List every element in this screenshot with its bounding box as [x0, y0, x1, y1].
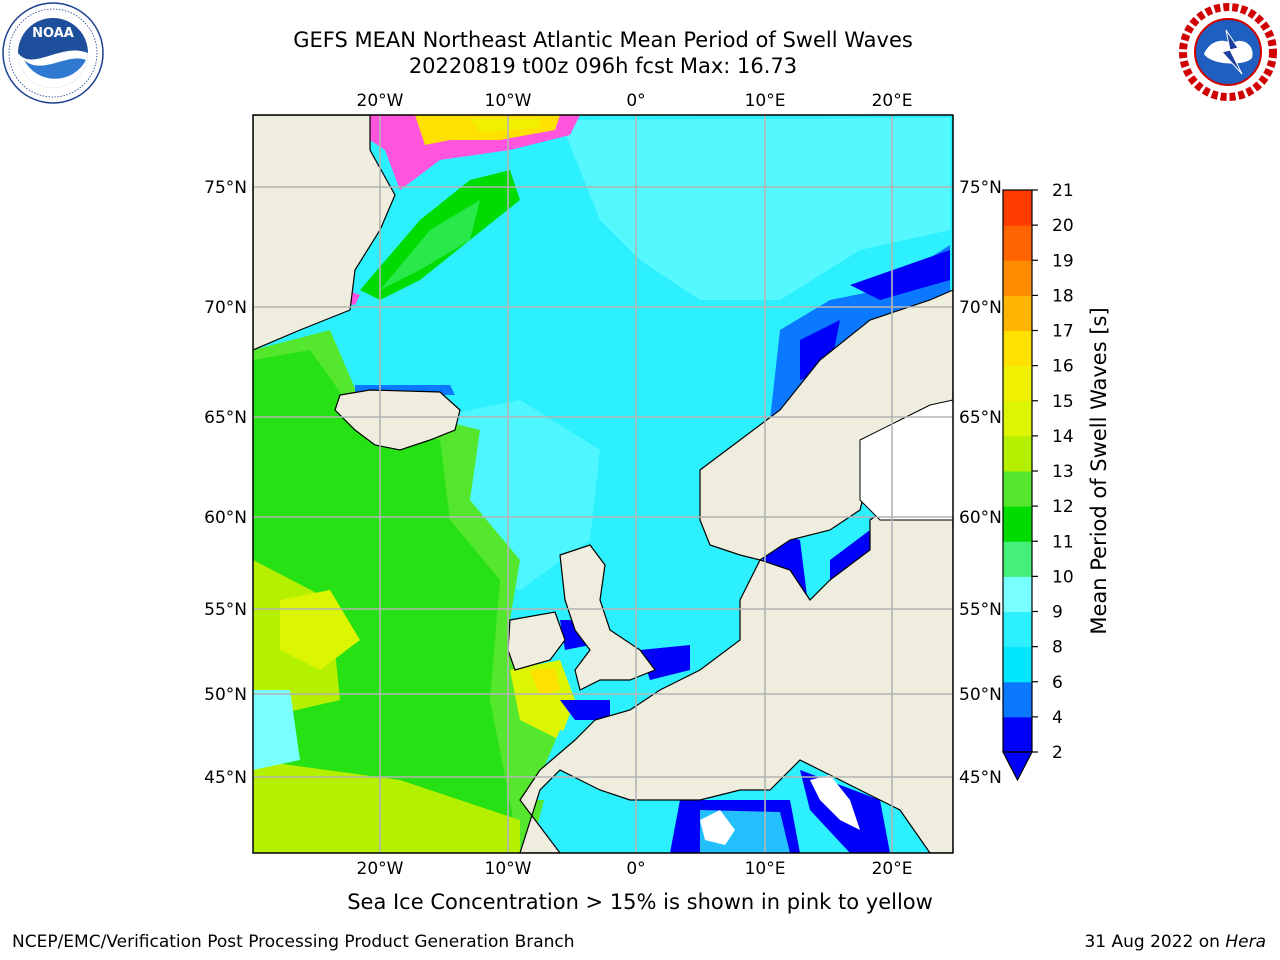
colorbar-bin-7 — [1003, 471, 1032, 507]
lon-label-bottom-2: 10°W — [485, 859, 532, 879]
lat-label-right-2: 70°N — [959, 298, 1002, 318]
sea-ice-note: Sea Ice Concentration > 15% is shown in … — [0, 890, 1280, 914]
footer-host: Hera — [1225, 932, 1266, 952]
lat-label-left-4: 60°N — [204, 508, 247, 528]
colorbar-ticks: 2 4 6 8 9 10 11 12 13 14 15 16 17 18 19 20 21 — [1032, 181, 1074, 763]
lon-label-bottom-1: 20°W — [357, 859, 404, 879]
footer-date: 31 Aug 2022 on Hera — [1084, 932, 1266, 952]
colorbar-tick-label-7: 12 — [1052, 497, 1074, 517]
colorbar-tick-label-4: 9 — [1052, 603, 1063, 623]
lat-label-right-5: 55°N — [959, 600, 1002, 620]
colorbar-tick-label-2: 6 — [1052, 673, 1063, 693]
colorbar-bin-11 — [1003, 330, 1032, 367]
colorbar-tick-label-10: 15 — [1052, 392, 1074, 412]
lon-label-bottom-4: 10°E — [745, 859, 786, 879]
forecast-subtitle: 20220819 t00z 096h fcst Max: 16.73 — [408, 54, 798, 78]
colorbar-tick-label-8: 13 — [1052, 462, 1074, 482]
lat-label-right-6: 50°N — [959, 685, 1002, 705]
colorbar-bin-8 — [1003, 435, 1032, 472]
colorbar-tick-label-11: 16 — [1052, 357, 1074, 377]
colorbar-bin-9 — [1003, 400, 1032, 437]
colorbar-tick-label-15: 20 — [1052, 216, 1074, 236]
chart-title: GEFS MEAN Northeast Atlantic Mean Period… — [293, 28, 913, 52]
lat-label-left-1: 75°N — [204, 178, 247, 198]
lat-label-right-1: 75°N — [959, 178, 1002, 198]
lat-label-right-7: 45°N — [959, 768, 1002, 788]
lat-label-left-6: 50°N — [204, 685, 247, 705]
lat-label-left-3: 65°N — [204, 408, 247, 428]
colorbar-bin-5 — [1003, 541, 1032, 577]
colorbar-bin-2 — [1003, 646, 1032, 683]
colorbar-bin-15 — [1003, 190, 1032, 226]
colorbar-tick-label-5: 10 — [1052, 567, 1074, 587]
colorbar — [1002, 189, 1033, 782]
colorbar-bin-13 — [1003, 260, 1032, 296]
map-field — [253, 115, 953, 853]
lat-label-right-4: 60°N — [959, 508, 1002, 528]
colorbar-tick-label-13: 18 — [1052, 286, 1074, 306]
colorbar-tick-label-3: 8 — [1052, 638, 1063, 658]
colorbar-label: Mean Period of Swell Waves [s] — [1087, 307, 1111, 634]
lat-label-right-3: 65°N — [959, 408, 1002, 428]
lon-label-bottom-5: 20°E — [872, 859, 913, 879]
colorbar-bin-10 — [1003, 365, 1032, 402]
colorbar-tick-label-14: 19 — [1052, 251, 1074, 271]
colorbar-bin-0 — [1003, 716, 1032, 753]
colorbar-tick-label-1: 4 — [1052, 708, 1063, 728]
lon-label-top-3: 0° — [626, 91, 645, 111]
sea-ice-note-text: Sea Ice Concentration > 15% is shown in … — [347, 890, 933, 914]
lon-label-top-1: 20°W — [357, 91, 404, 111]
colorbar-extend-triangle — [1002, 751, 1033, 782]
colorbar-bin-12 — [1003, 295, 1032, 331]
footer-credit: NCEP/EMC/Verification Post Processing Pr… — [12, 932, 575, 952]
colorbar-tick-label-0: 2 — [1052, 743, 1063, 763]
nws-logo — [1177, 1, 1279, 103]
map-frame — [252, 114, 954, 854]
footer-date-text: 31 Aug 2022 on — [1084, 932, 1220, 952]
lon-label-top-4: 10°E — [745, 91, 786, 111]
lat-label-left-7: 45°N — [204, 768, 247, 788]
colorbar-tick-label-6: 11 — [1052, 532, 1074, 552]
colorbar-tick-label-16: 21 — [1052, 181, 1074, 201]
colorbar-bin-14 — [1003, 225, 1032, 261]
colorbar-bin-1 — [1003, 681, 1032, 718]
colorbar-bin-6 — [1003, 506, 1032, 542]
svg-text:NOAA: NOAA — [32, 26, 74, 41]
colorbar-bin-4 — [1003, 576, 1032, 612]
colorbar-bin-3 — [1003, 611, 1032, 648]
lon-label-top-5: 20°E — [872, 91, 913, 111]
colorbar-tick-label-12: 17 — [1052, 322, 1074, 342]
lat-label-left-2: 70°N — [204, 298, 247, 318]
lon-label-top-2: 10°W — [485, 91, 532, 111]
graticule — [253, 115, 953, 853]
noaa-logo: NOAA — [2, 2, 104, 104]
lat-label-left-5: 55°N — [204, 600, 247, 620]
colorbar-tick-label-9: 14 — [1052, 427, 1074, 447]
lon-label-bottom-3: 0° — [626, 859, 645, 879]
